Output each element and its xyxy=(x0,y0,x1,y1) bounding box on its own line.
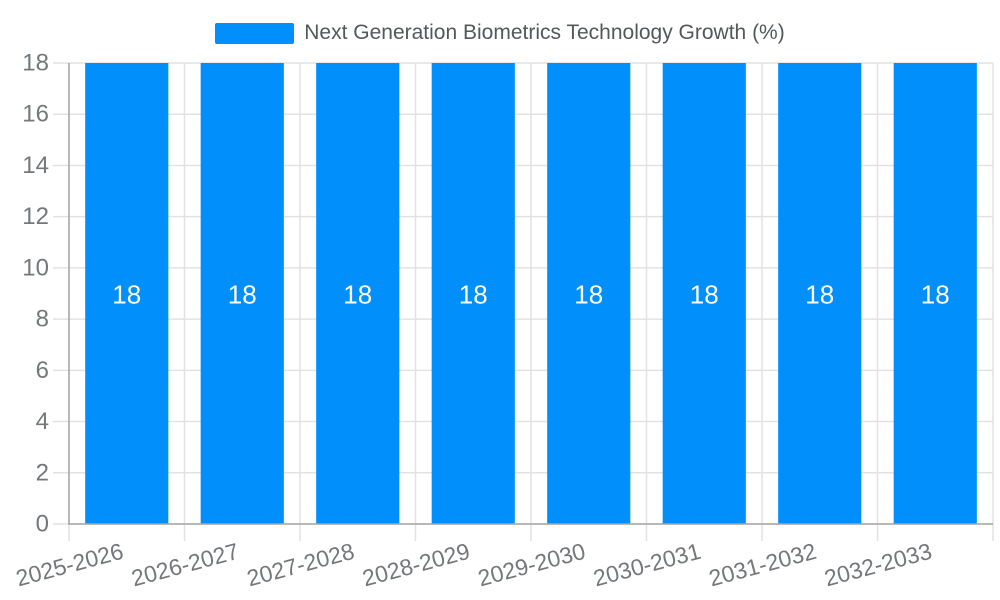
bar-2029-2030[interactable] xyxy=(547,63,631,524)
bar-2028-2029[interactable] xyxy=(431,63,515,524)
x-axis-label-2028-2029: 2028-2029 xyxy=(360,538,473,592)
bar-2025-2026[interactable] xyxy=(85,63,169,524)
x-axis-label-2025-2026: 2025-2026 xyxy=(13,538,126,592)
bar-2030-2031[interactable] xyxy=(662,63,746,524)
y-axis-label-8: 8 xyxy=(36,306,49,333)
bar-value-label: 18 xyxy=(690,280,719,310)
x-axis-label-2032-2033: 2032-2033 xyxy=(822,538,935,592)
y-axis-label-12: 12 xyxy=(22,203,49,230)
y-axis-label-14: 14 xyxy=(22,152,49,179)
y-axis-label-2: 2 xyxy=(36,459,49,486)
x-axis-label-2030-2031: 2030-2031 xyxy=(591,538,704,592)
bar-2032-2033[interactable] xyxy=(893,63,977,524)
y-axis-label-6: 6 xyxy=(36,357,49,384)
bar-value-label: 18 xyxy=(343,280,372,310)
bar-2031-2032[interactable] xyxy=(778,63,862,524)
bar-2027-2028[interactable] xyxy=(316,63,400,524)
y-axis-label-16: 16 xyxy=(22,101,49,128)
y-axis-label-10: 10 xyxy=(22,254,49,281)
bar-2026-2027[interactable] xyxy=(200,63,284,524)
bar-value-label: 18 xyxy=(459,280,488,310)
legend-series-label: Next Generation Biometrics Technology Gr… xyxy=(304,21,785,44)
legend-marker-swatch[interactable] xyxy=(215,22,295,44)
x-axis-label-2031-2032: 2031-2032 xyxy=(706,538,819,592)
bar-value-label: 18 xyxy=(574,280,603,310)
chart-legend[interactable]: Next Generation Biometrics Technology Gr… xyxy=(0,21,1000,45)
bar-value-label: 18 xyxy=(112,280,141,310)
y-axis-label-4: 4 xyxy=(36,408,49,435)
x-axis-label-2026-2027: 2026-2027 xyxy=(129,538,242,592)
y-axis-label-18: 18 xyxy=(22,50,49,77)
y-axis-label-0: 0 xyxy=(36,511,49,538)
bar-value-label: 18 xyxy=(228,280,257,310)
x-axis-label-2029-2030: 2029-2030 xyxy=(475,538,588,592)
x-axis-label-2027-2028: 2027-2028 xyxy=(244,538,357,592)
bar-value-label: 18 xyxy=(921,280,950,310)
bar-value-label: 18 xyxy=(805,280,834,310)
